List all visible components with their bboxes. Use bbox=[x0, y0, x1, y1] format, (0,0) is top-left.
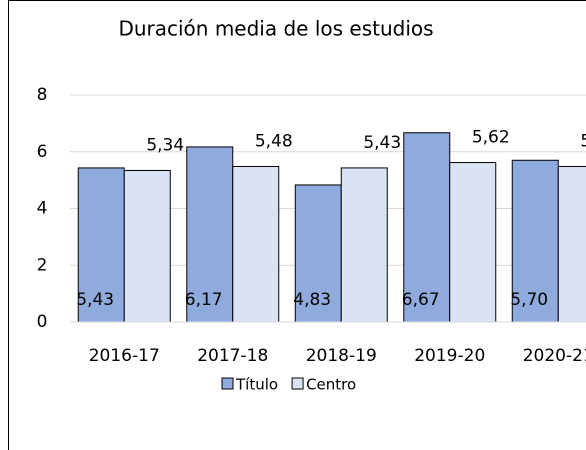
bar bbox=[511, 159, 559, 323]
y-tick-label: 0 bbox=[37, 312, 48, 332]
data-label: 6,67 bbox=[402, 290, 440, 310]
data-label: 4,83 bbox=[293, 290, 331, 310]
bar bbox=[123, 169, 171, 323]
bar bbox=[449, 162, 497, 323]
data-label: 5,34 bbox=[146, 135, 184, 155]
legend-swatch bbox=[291, 377, 304, 390]
legend-label: Título bbox=[235, 376, 278, 394]
x-tick-label: 2017-18 bbox=[197, 346, 268, 366]
x-tick-label: 2019-20 bbox=[414, 346, 485, 366]
data-label: 6,17 bbox=[185, 290, 223, 310]
y-tick-label: 8 bbox=[37, 85, 48, 105]
data-label: 5,43 bbox=[76, 290, 114, 310]
data-label: 5,62 bbox=[472, 128, 510, 148]
x-tick-label: 2018-19 bbox=[306, 346, 377, 366]
bar bbox=[340, 167, 388, 323]
chart-frame bbox=[8, 0, 586, 450]
x-tick-label: 2020-21 bbox=[523, 346, 586, 366]
data-label: 5,48 bbox=[580, 132, 586, 152]
y-tick-label: 2 bbox=[37, 255, 48, 275]
bar bbox=[77, 167, 125, 323]
data-label: 5,70 bbox=[510, 290, 548, 310]
bar bbox=[294, 184, 342, 323]
legend-swatch bbox=[221, 377, 234, 390]
y-tick-label: 6 bbox=[37, 142, 48, 162]
bar bbox=[557, 166, 586, 323]
x-tick-label: 2016-17 bbox=[89, 346, 160, 366]
y-tick-label: 4 bbox=[37, 199, 48, 219]
data-label: 5,48 bbox=[255, 132, 293, 152]
bar bbox=[232, 166, 280, 323]
legend-label: Centro bbox=[306, 376, 356, 394]
data-label: 5,43 bbox=[363, 133, 401, 153]
chart-title: Duración media de los estudios bbox=[118, 17, 433, 41]
